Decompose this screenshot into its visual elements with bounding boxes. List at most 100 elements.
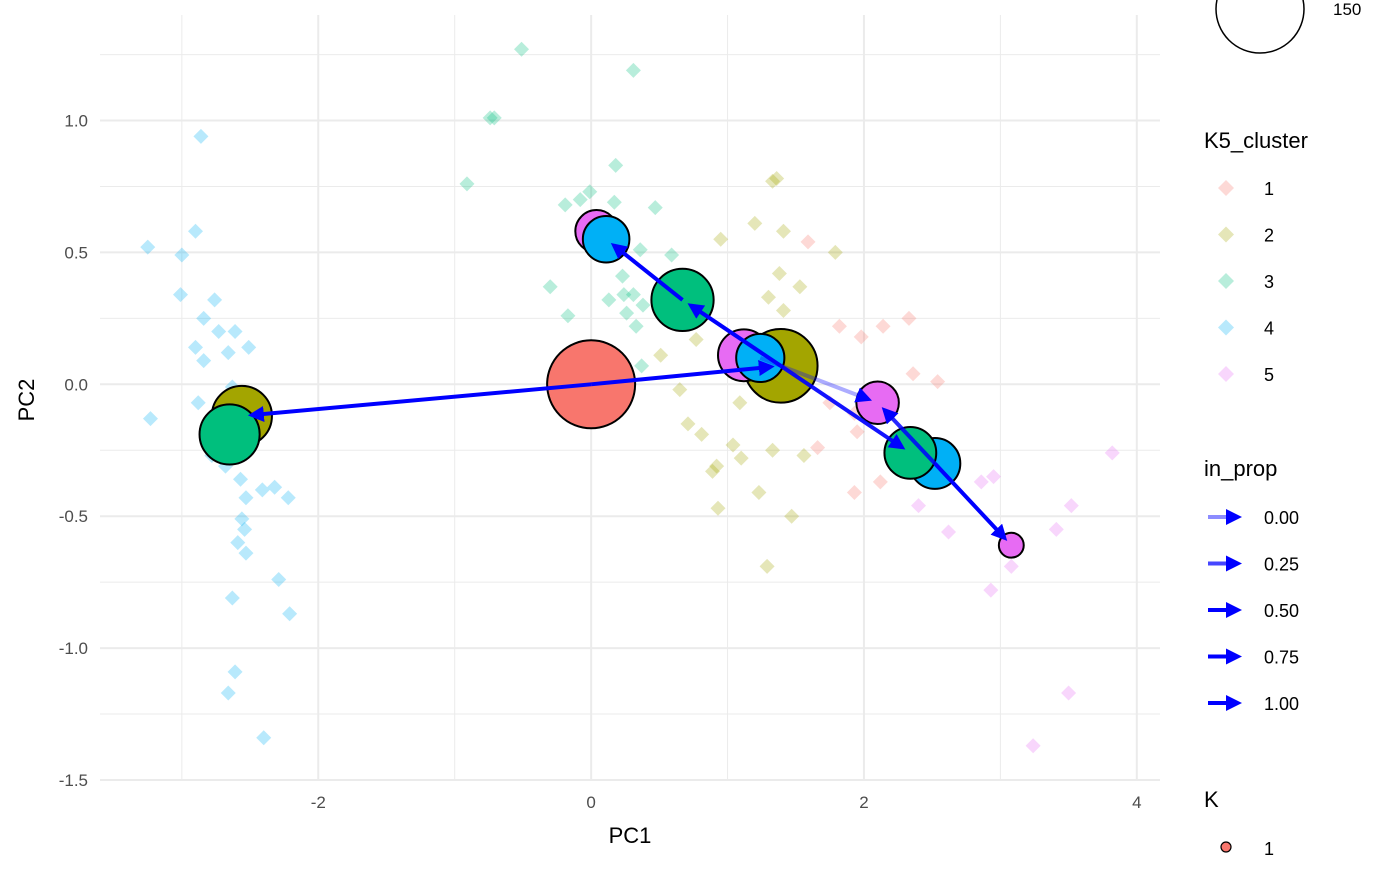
point-cluster-4 — [271, 572, 287, 588]
point-cluster-2 — [725, 437, 741, 453]
point-cluster-4 — [196, 310, 212, 326]
y-tick-label: 1.0 — [64, 112, 88, 131]
k-legend-key-1 — [1220, 841, 1232, 853]
x-axis-label: PC1 — [609, 823, 652, 848]
y-tick-label: -1.5 — [59, 771, 88, 790]
cluster-legend-label-3: 3 — [1264, 272, 1274, 292]
point-cluster-2 — [688, 331, 704, 347]
point-cluster-1 — [872, 474, 888, 490]
point-cluster-3 — [542, 279, 558, 295]
point-cluster-3 — [628, 318, 644, 334]
point-cluster-4 — [190, 395, 206, 411]
point-cluster-4 — [227, 664, 243, 680]
edge-arrow — [247, 382, 592, 422]
point-cluster-3 — [616, 287, 632, 303]
point-cluster-2 — [759, 558, 775, 574]
point-cluster-4 — [220, 345, 236, 361]
y-axis-label: PC2 — [14, 379, 39, 422]
point-cluster-3 — [632, 242, 648, 258]
point-cluster-5 — [1048, 521, 1064, 537]
point-cluster-1 — [901, 310, 917, 326]
k-legend-title: K — [1204, 787, 1219, 812]
edge-arrow — [759, 356, 873, 403]
edge-arrow — [933, 462, 1008, 541]
point-cluster-3 — [634, 358, 650, 374]
point-cluster-2 — [710, 500, 726, 516]
point-cluster-2 — [733, 450, 749, 466]
node-k3-cluster-3 — [198, 403, 261, 466]
edge-arrow — [687, 303, 782, 368]
point-cluster-2 — [653, 347, 669, 363]
point-cluster-1 — [800, 234, 816, 250]
point-cluster-4 — [238, 545, 254, 561]
point-cluster-3 — [608, 157, 624, 173]
prop-legend-title: in_prop — [1204, 456, 1277, 481]
point-cluster-2 — [765, 442, 781, 458]
point-cluster-3 — [635, 297, 651, 313]
point-cluster-3 — [572, 192, 588, 208]
x-tick-label: 2 — [859, 793, 868, 812]
x-tick-label: 4 — [1132, 793, 1141, 812]
edge-arrow — [881, 407, 937, 465]
point-cluster-4 — [196, 353, 212, 369]
point-cluster-2 — [680, 416, 696, 432]
cluster-legend-key-2 — [1218, 226, 1234, 243]
point-cluster-3 — [601, 292, 617, 308]
cluster-legend-title: K5_cluster — [1204, 128, 1308, 153]
y-tick-label: 0.0 — [64, 375, 88, 394]
point-cluster-1 — [810, 440, 826, 456]
point-cluster-2 — [775, 223, 791, 239]
prop-legend-label-1: 0.25 — [1264, 555, 1299, 575]
point-cluster-4 — [142, 411, 158, 427]
point-cluster-5 — [941, 524, 957, 540]
point-cluster-1 — [875, 318, 891, 334]
edge-arrow — [779, 364, 906, 450]
point-cluster-2 — [709, 458, 725, 474]
prop-legend-label-4: 1.00 — [1264, 694, 1299, 714]
point-cluster-1 — [930, 374, 946, 390]
prop-legend-label-2: 0.50 — [1264, 601, 1299, 621]
legend: 150 K5_cluster 1 2 3 4 5 in_prop 0.00 0.25 0.5… — [1204, 0, 1361, 859]
point-cluster-1 — [849, 424, 865, 440]
point-cluster-2 — [765, 173, 781, 189]
point-cluster-3 — [625, 62, 641, 78]
x-tick-label: 0 — [586, 793, 595, 812]
point-cluster-1 — [831, 318, 847, 334]
point-cluster-4 — [256, 730, 272, 746]
cluster-legend-label-1: 1 — [1264, 179, 1274, 199]
point-cluster-2 — [769, 171, 785, 187]
point-cluster-4 — [233, 471, 249, 487]
edge-arrow — [590, 360, 775, 387]
point-cluster-2 — [751, 484, 767, 500]
point-cluster-4 — [220, 685, 236, 701]
size-legend-circle — [1215, 0, 1305, 54]
point-cluster-2 — [827, 244, 843, 260]
point-cluster-3 — [482, 110, 498, 126]
point-cluster-4 — [187, 223, 203, 239]
point-cluster-3 — [486, 110, 502, 126]
edges — [247, 242, 1008, 541]
point-cluster-3 — [606, 194, 622, 210]
point-cluster-3 — [560, 308, 576, 324]
axis-ticks: -2 0 2 4 -1.5 -1.0 -0.5 0.0 0.5 1.0 — [59, 112, 1142, 812]
point-cluster-2 — [672, 382, 688, 398]
point-cluster-3 — [664, 247, 680, 263]
point-cluster-3 — [647, 200, 663, 216]
y-tick-label: -1.0 — [59, 639, 88, 658]
k-legend-label-1: 1 — [1264, 839, 1274, 859]
cluster-legend-key-5 — [1218, 366, 1234, 382]
point-cluster-3 — [459, 176, 475, 192]
point-cluster-4 — [267, 479, 283, 495]
point-cluster-4 — [254, 482, 270, 498]
cluster-legend-key-3 — [1218, 273, 1234, 289]
y-tick-label: 0.5 — [64, 243, 88, 262]
point-cluster-2 — [775, 302, 791, 318]
point-cluster-2 — [784, 508, 800, 524]
point-cluster-4 — [241, 339, 257, 355]
point-cluster-5 — [1063, 498, 1079, 514]
point-cluster-1 — [853, 329, 869, 345]
point-cluster-5 — [1061, 685, 1077, 701]
point-cluster-2 — [792, 279, 808, 295]
point-cluster-5 — [983, 582, 999, 598]
